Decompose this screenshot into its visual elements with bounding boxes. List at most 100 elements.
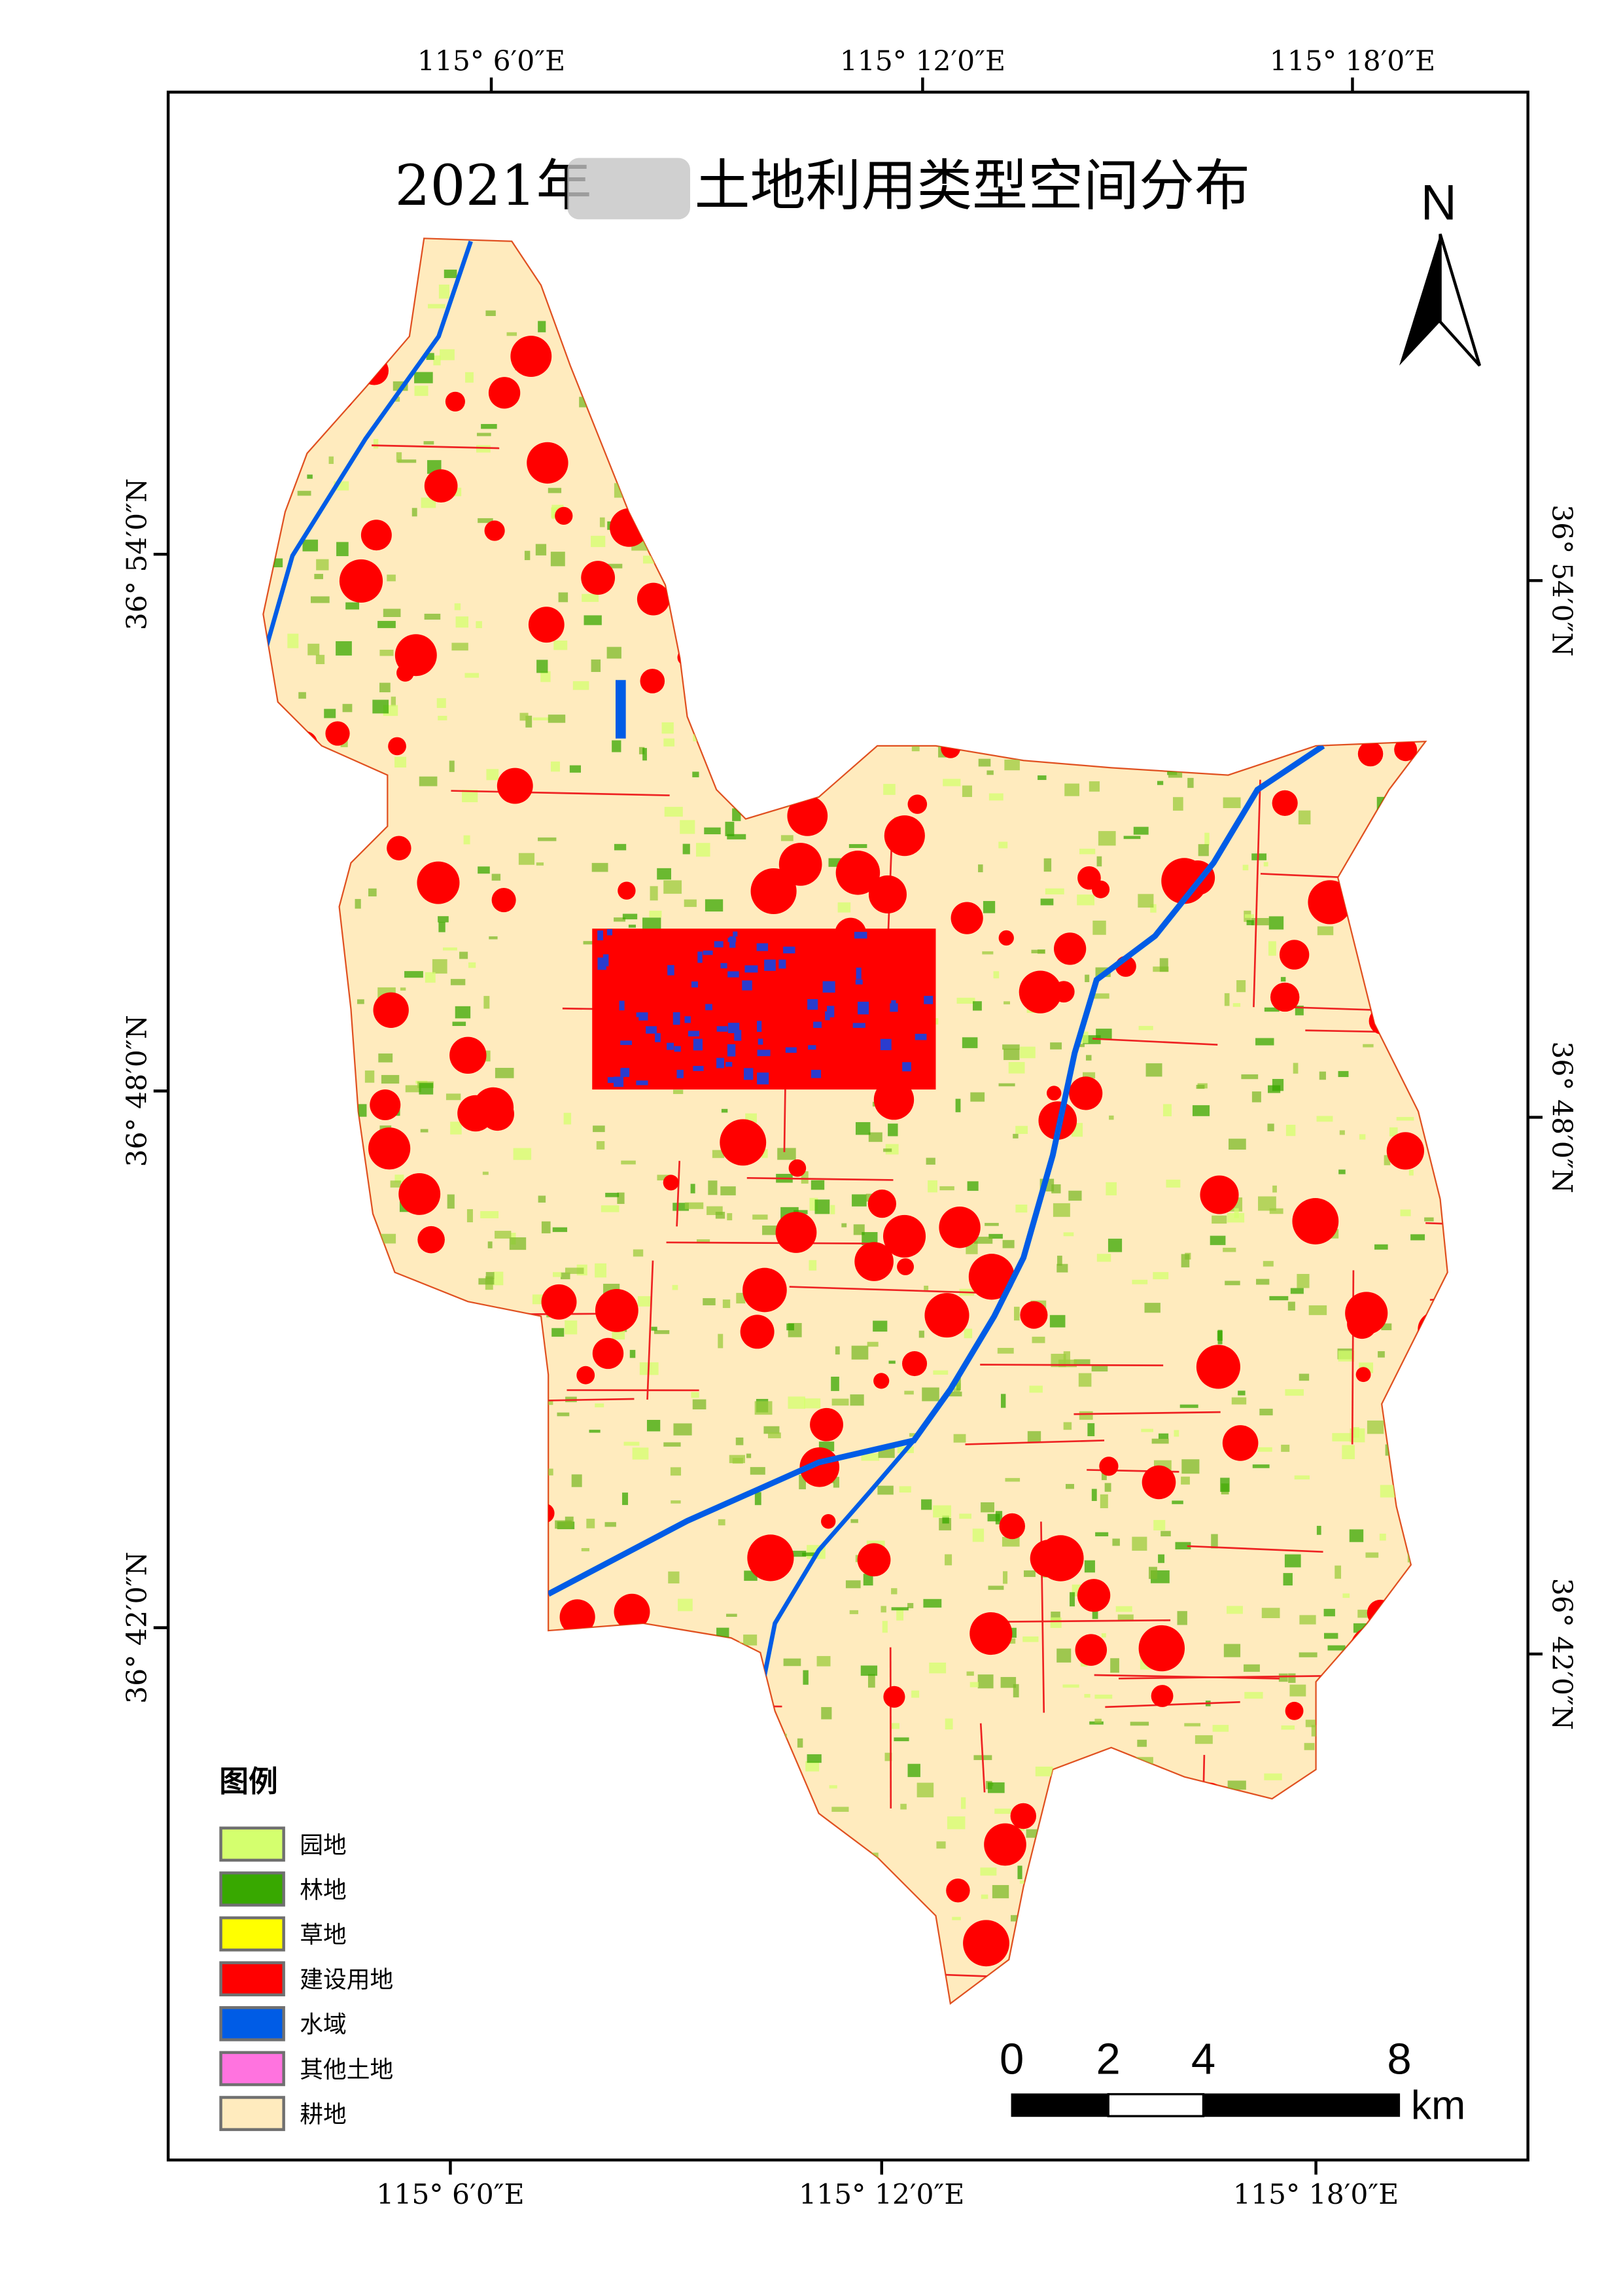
vegetation-patch [777,1148,796,1160]
built-up-area [788,1159,807,1177]
vegetation-patch [1198,844,1209,857]
built-up-area [873,1373,890,1389]
vegetation-patch [1259,1408,1273,1416]
vegetation-patch [978,864,983,873]
vegetation-patch [1153,1272,1169,1280]
vegetation-patch [1257,1447,1272,1452]
vegetation-patch [1058,1359,1077,1368]
vegetation-patch [1317,926,1334,936]
vegetation-patch [478,866,490,874]
vegetation-patch [1258,1196,1276,1211]
urban-water [676,1069,684,1078]
vegetation-patch [884,1752,892,1761]
built-up-area [618,881,636,900]
vegetation-patch [324,709,336,718]
vegetation-patch [891,1588,898,1595]
vegetation-patch [1408,1169,1414,1176]
vegetation-patch [400,987,406,991]
vegetation-patch [1223,1644,1241,1657]
vegetation-patch [894,1737,909,1742]
vegetation-patch [307,474,313,479]
vegetation-patch [1268,941,1276,956]
vegetation-patch [1175,1542,1191,1549]
vegetation-patch [595,1403,604,1407]
vegetation-patch [1267,1123,1274,1131]
built-up-area [868,875,907,913]
vegetation-patch [722,1299,731,1309]
vegetation-patch [762,1226,778,1235]
vegetation-patch [933,1505,952,1518]
built-up-area [527,442,568,484]
built-up-area [370,1089,401,1121]
vegetation-patch [1236,980,1246,993]
urban-water [619,1000,625,1011]
vegetation-patch [1380,1485,1395,1498]
vegetation-patch [892,1723,899,1729]
vegetation-patch [987,1513,1000,1522]
vegetation-patch [923,1598,942,1608]
built-up-area [1047,1086,1062,1101]
vegetation-patch [336,641,352,656]
vegetation-patch [928,1180,937,1193]
vegetation-patch [1349,1529,1364,1542]
reservoir [616,680,626,739]
urban-water [703,950,713,955]
vegetation-patch [1173,797,1183,811]
vegetation-patch [1145,1063,1162,1077]
built-up-area [1355,1367,1371,1383]
built-up-area [999,1513,1025,1540]
vegetation-patch [1261,1608,1280,1618]
vegetation-patch [1174,1430,1179,1437]
coordinate-label: 36° 48′0″N [1546,1041,1578,1193]
vegetation-patch [485,310,496,316]
vegetation-patch [506,332,517,336]
built-up-area [473,1087,514,1128]
built-up-area [775,1212,817,1253]
built-up-area [1054,932,1087,965]
vegetation-patch [1256,1279,1270,1285]
urban-core [592,928,936,1090]
vegetation-patch [1000,1676,1017,1688]
vegetation-patch [571,1474,582,1487]
vegetation-patch [1246,920,1254,926]
vegetation-patch [1211,1534,1218,1549]
legend-item: 水域 [219,2006,347,2041]
vegetation-patch [1004,759,1020,771]
north-arrow: N [1399,175,1482,367]
built-up-area [488,377,521,409]
vegetation-patch [1132,1536,1147,1551]
vegetation-patch [761,1149,768,1158]
vegetation-patch [1251,918,1269,926]
vegetation-patch [998,1083,1015,1087]
built-up-area [1142,1465,1176,1500]
built-up-area [1292,1198,1339,1245]
vegetation-patch [1294,1475,1310,1480]
built-up-area [720,1119,767,1166]
vegetation-patch [1378,1351,1385,1358]
vegetation-patch [1269,1296,1289,1301]
built-up-area [360,520,392,551]
built-up-area [740,1315,775,1349]
vegetation-patch [803,1670,809,1685]
vegetation-patch [478,1278,495,1285]
vegetation-patch [1308,1305,1327,1315]
vegetation-patch [596,1141,605,1150]
vegetation-patch [633,1249,644,1257]
urban-water [785,1047,797,1053]
vegetation-patch [1196,1084,1205,1089]
vegetation-patch [1148,1566,1157,1580]
vegetation-patch [850,1394,864,1406]
vegetation-patch [735,1437,744,1445]
urban-water [697,951,703,963]
urban-water [822,981,835,993]
vegetation-patch [1285,1389,1304,1396]
vegetation-patch [637,1296,651,1307]
vegetation-patch [1150,904,1157,913]
built-up-area [417,1226,445,1254]
vegetation-patch [1053,1203,1070,1217]
vegetation-patch [1109,1115,1114,1120]
coordinate-label: 36° 54′0″N [122,478,154,630]
legend-swatch [219,2006,285,2041]
legend-item: 其他土地 [219,2051,393,2087]
vegetation-patch [1284,1554,1301,1568]
